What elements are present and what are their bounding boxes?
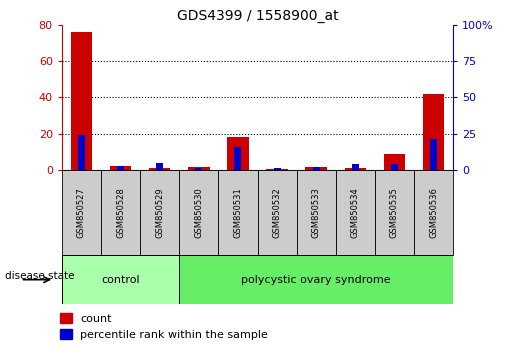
Text: GSM850527: GSM850527 — [77, 187, 86, 238]
Bar — [195, 168, 202, 170]
Bar — [156, 162, 163, 170]
Text: GSM850530: GSM850530 — [194, 187, 203, 238]
Bar — [352, 164, 359, 170]
FancyBboxPatch shape — [62, 170, 101, 255]
Bar — [266, 169, 288, 170]
FancyBboxPatch shape — [179, 255, 453, 304]
FancyBboxPatch shape — [179, 170, 218, 255]
Text: GSM850536: GSM850536 — [429, 187, 438, 238]
FancyBboxPatch shape — [258, 170, 297, 255]
Bar — [305, 167, 327, 170]
Bar — [430, 139, 437, 170]
Text: GDS4399 / 1558900_at: GDS4399 / 1558900_at — [177, 9, 338, 23]
FancyBboxPatch shape — [62, 255, 179, 304]
Text: polycystic ovary syndrome: polycystic ovary syndrome — [242, 275, 391, 285]
Bar — [78, 135, 85, 170]
Bar — [313, 167, 320, 170]
FancyBboxPatch shape — [414, 170, 453, 255]
FancyBboxPatch shape — [375, 170, 414, 255]
Legend: count, percentile rank within the sample: count, percentile rank within the sample — [57, 310, 271, 343]
Bar — [384, 154, 405, 170]
Bar — [227, 137, 249, 170]
Bar — [391, 164, 398, 170]
Text: GSM850529: GSM850529 — [155, 187, 164, 238]
Bar — [71, 32, 92, 170]
Bar — [273, 169, 281, 170]
Text: GSM850533: GSM850533 — [312, 187, 321, 238]
FancyBboxPatch shape — [101, 170, 140, 255]
Bar — [234, 147, 242, 170]
Bar — [149, 168, 170, 170]
Bar — [423, 94, 444, 170]
Bar — [110, 166, 131, 170]
Text: disease state: disease state — [5, 271, 75, 281]
Text: GSM850531: GSM850531 — [233, 187, 243, 238]
FancyBboxPatch shape — [297, 170, 336, 255]
FancyBboxPatch shape — [140, 170, 179, 255]
Text: GSM850534: GSM850534 — [351, 187, 360, 238]
Text: GSM850528: GSM850528 — [116, 187, 125, 238]
Bar — [188, 167, 210, 170]
FancyBboxPatch shape — [218, 170, 258, 255]
Bar — [117, 166, 124, 170]
Text: control: control — [101, 275, 140, 285]
Text: GSM850532: GSM850532 — [272, 187, 282, 238]
FancyBboxPatch shape — [336, 170, 375, 255]
Bar — [345, 168, 366, 170]
Text: GSM850535: GSM850535 — [390, 187, 399, 238]
